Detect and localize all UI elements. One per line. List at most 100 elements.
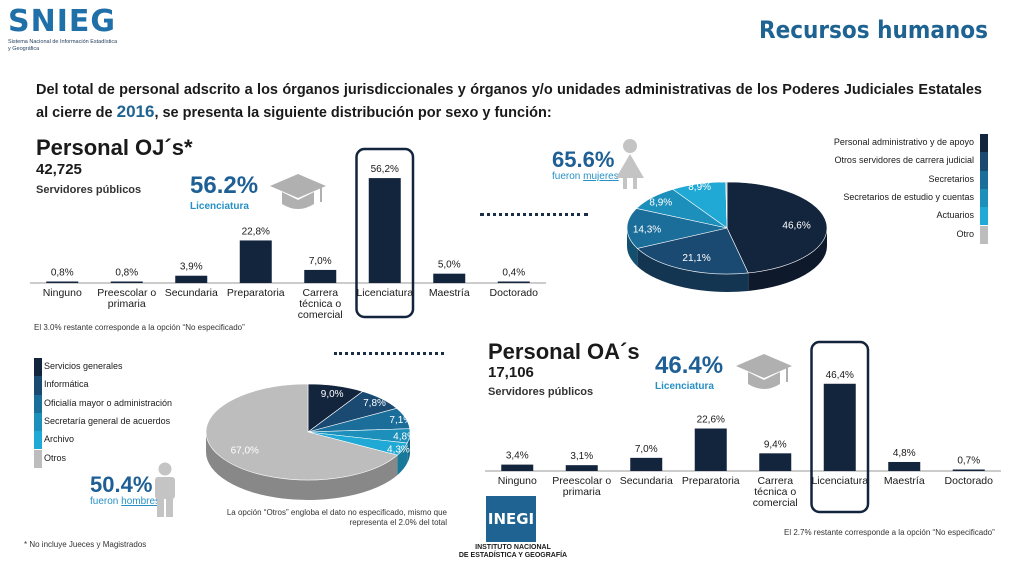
- pie-side: [627, 228, 638, 267]
- pie-slice: [725, 181, 728, 229]
- oa-function-pie-chart: 9,0% 7,8%7,1% 4,8%4,3% 67,0%: [205, 383, 416, 500]
- category-label: primaria: [563, 486, 601, 498]
- intro-text-before: Del total de personal adscrito a los órg…: [36, 82, 982, 121]
- category-label: comercial: [298, 309, 343, 321]
- graduation-cap-icon: [270, 174, 326, 209]
- category-label: Preescolar o: [552, 475, 611, 487]
- intro-paragraph: Del total de personal adscrito a los órg…: [36, 79, 982, 124]
- legend-label: Informática: [44, 379, 89, 390]
- oj-note: El 3.0% restante corresponde a la opción…: [34, 323, 245, 332]
- pie-slice: [726, 181, 828, 274]
- oa-total-label: Servidores públicos: [488, 386, 594, 398]
- category-label: Maestría: [429, 287, 470, 299]
- pie-side: [637, 248, 749, 292]
- bar-value-label: 4,8%: [893, 448, 916, 459]
- man-icon: [155, 462, 175, 517]
- pie-slice: [636, 227, 749, 275]
- pie-value-label: 4,3%: [387, 444, 410, 455]
- bar: [239, 240, 272, 283]
- category-label: Licenciatura: [356, 287, 413, 299]
- legend-swatch: [34, 376, 42, 395]
- pie-value-label: 67,0%: [231, 446, 259, 457]
- oj-highlight-pct: 56.2%: [190, 172, 259, 199]
- legend-label: Secretaría general de acuerdos: [44, 415, 171, 426]
- oa-title: Personal OA´s: [488, 339, 640, 364]
- highlight-frame: [810, 340, 870, 514]
- inegi-logo: INEGI: [486, 496, 536, 542]
- bar-value-label: 56,2%: [371, 164, 399, 175]
- intro-text-after: , se presenta la siguiente distribución …: [154, 105, 552, 121]
- category-label: comercial: [753, 497, 798, 509]
- legend-label: Actuarios: [936, 210, 974, 221]
- oj-women-label: fueron mujeres: [552, 171, 619, 182]
- oa-men-word: hombres: [121, 496, 161, 507]
- legend-label: Otros servidores de carrera judicial: [834, 155, 974, 166]
- category-label: Licenciatura: [811, 475, 868, 487]
- category-label: Preparatoria: [682, 475, 740, 487]
- bar-value-label: 5,0%: [438, 260, 461, 271]
- oj-function-pie-chart: 46,6% 21,1% 14,3% 8,9% 8,9% 0,2%: [626, 178, 828, 292]
- graduation-cap-icon-oa: [736, 354, 792, 389]
- legend-swatch: [34, 412, 42, 432]
- bar-value-label: 0,7%: [957, 456, 980, 467]
- bar: [888, 461, 921, 471]
- intro-year: 2016: [116, 102, 155, 121]
- legend-swatch: [980, 134, 988, 153]
- legend-label: Servicios generales: [44, 361, 123, 371]
- category-label: primaria: [108, 298, 146, 310]
- pie-side: [407, 432, 410, 464]
- connector-dots-oa: [334, 352, 444, 355]
- legend-swatch: [34, 358, 42, 377]
- legend-swatch: [34, 431, 42, 450]
- oa-note: El 2.7% restante corresponde a la opción…: [784, 528, 995, 537]
- legend-swatch: [980, 152, 988, 171]
- bar-value-label: 7,0%: [635, 444, 658, 455]
- legend-swatch: [980, 225, 988, 244]
- bar: [501, 464, 534, 471]
- bar-value-label: 7,0%: [309, 256, 332, 267]
- oa-highlight-label: Licenciatura: [655, 381, 714, 392]
- bar: [368, 178, 401, 283]
- oj-highlight-label: Licenciatura: [190, 201, 249, 212]
- oa-pie-note: La opción “Otros” engloba el dato no esp…: [226, 508, 447, 527]
- snieg-logo: SNIEG: [8, 4, 116, 39]
- oj-total-label: Servidores públicos: [36, 184, 142, 196]
- oa-men-label: fueron hombres: [90, 496, 160, 507]
- category-label: Preparatoria: [227, 287, 285, 299]
- legend-label: Otros: [44, 452, 67, 463]
- bar: [823, 383, 856, 471]
- pie-value-label: 7,8%: [363, 398, 386, 409]
- oj-women-prefix: fueron: [552, 171, 584, 182]
- oj-women-pct: 65.6%: [552, 147, 615, 172]
- bar-value-label: 3,9%: [180, 262, 203, 273]
- highlight-frame: [355, 147, 415, 319]
- category-label: Carrera: [757, 475, 793, 487]
- legend-label: Otro: [956, 228, 974, 239]
- bar-value-label: 3,1%: [570, 451, 593, 462]
- pie-value-label: 7,1%: [389, 415, 412, 426]
- bar: [759, 453, 792, 471]
- pie-slice: [205, 383, 399, 481]
- category-label: técnica o: [754, 486, 796, 498]
- pie-value-label: 46,6%: [782, 221, 810, 232]
- category-label: técnica o: [299, 298, 341, 310]
- bar-value-label: 46,4%: [826, 370, 854, 381]
- bar: [952, 469, 985, 471]
- oa-total: 17,106: [488, 364, 534, 381]
- pie-side: [748, 228, 827, 291]
- legend-label: Oficialía mayor o administración: [44, 397, 173, 408]
- legend-label: Secretarios: [928, 173, 974, 184]
- bar-value-label: 0,8%: [51, 268, 74, 279]
- legend-label: Secretarios de estudio y cuentas: [843, 191, 974, 202]
- bar: [565, 465, 598, 471]
- pie-value-label: 9,0%: [321, 389, 344, 400]
- oj-pie-legend: Personal administrativo y de apoyo Otros …: [810, 134, 1020, 246]
- inegi-name-line-1: INSTITUTO NACIONAL: [475, 544, 551, 551]
- oa-highlight-pct: 46.4%: [655, 352, 724, 379]
- oa-men-pct: 50.4%: [90, 472, 153, 497]
- bar: [630, 457, 663, 471]
- pie-value-label: 21,1%: [682, 253, 710, 264]
- bar-value-label: 22,6%: [697, 415, 725, 426]
- bar-value-label: 3,4%: [506, 451, 529, 462]
- category-label: Ninguno: [498, 475, 537, 487]
